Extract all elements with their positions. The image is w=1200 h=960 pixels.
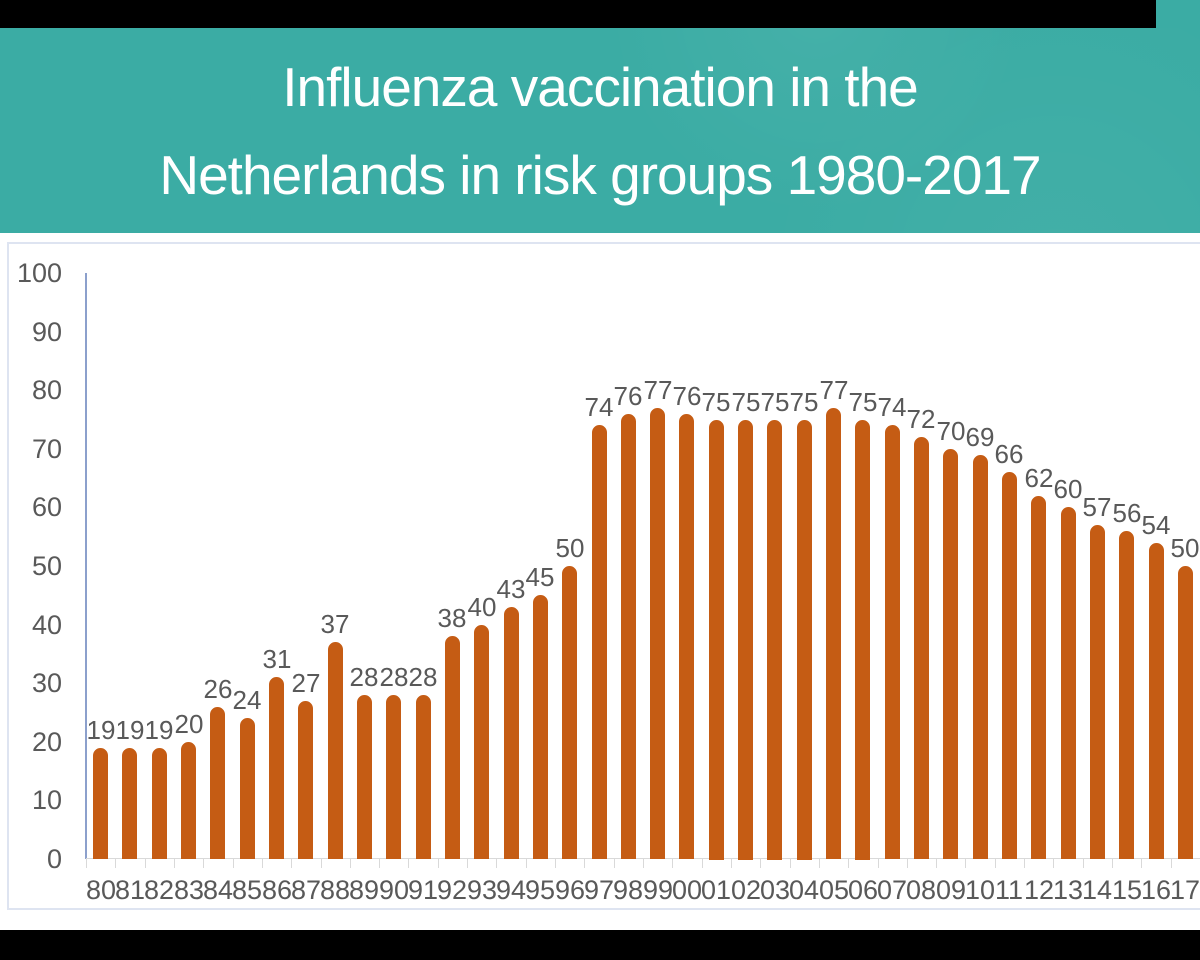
chart-panel	[7, 242, 1200, 910]
bottom-letterbox-bar	[0, 930, 1200, 960]
top-letterbox-bar	[0, 0, 1200, 28]
slide-title-line-1: Influenza vaccination in the	[282, 55, 918, 118]
top-right-teal-accent	[1156, 0, 1200, 28]
title-banner: Influenza vaccination in the Netherlands…	[0, 28, 1200, 233]
slide-title-line-2: Netherlands in risk groups 1980-2017	[159, 143, 1041, 206]
